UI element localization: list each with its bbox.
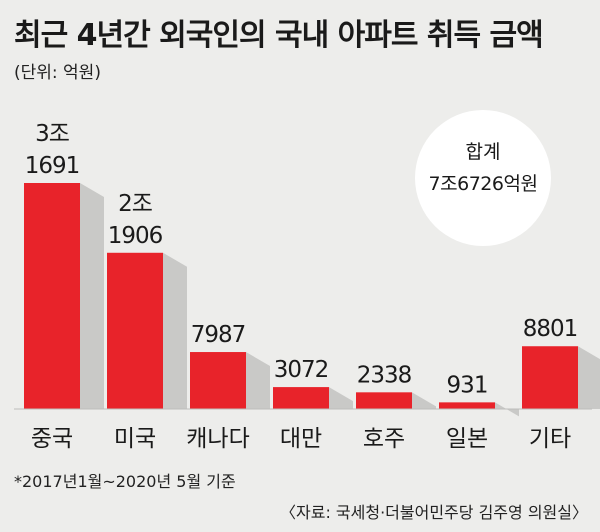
value-label: 2338 bbox=[357, 362, 412, 388]
bar-중국 bbox=[24, 183, 80, 409]
bars bbox=[24, 183, 578, 409]
chart-title: 최근 4년간 외국인의 국내 아파트 취득 금액 bbox=[14, 18, 544, 53]
bar-shadow bbox=[412, 392, 436, 409]
value-label: 3072 bbox=[274, 357, 329, 383]
total-badge: 합계 7조6726억원 bbox=[415, 110, 551, 246]
category-label: 호주 bbox=[363, 426, 405, 452]
value-label: 2조 bbox=[118, 191, 152, 217]
bar-shadow bbox=[246, 352, 270, 409]
category-label: 캐나다 bbox=[186, 426, 249, 452]
category-label: 일본 bbox=[446, 426, 488, 452]
category-label: 미국 bbox=[114, 426, 156, 452]
value-label: 1691 bbox=[25, 153, 80, 179]
bar-일본 bbox=[439, 402, 495, 409]
total-label: 합계 bbox=[466, 141, 501, 163]
bar-shadow bbox=[578, 346, 600, 409]
value-label: 1906 bbox=[108, 223, 163, 249]
bar-shadow bbox=[329, 387, 353, 409]
total-value: 7조6726억원 bbox=[429, 173, 538, 195]
value-labels: 3조 1691 2조 1906 7987 3072 2338 931 8801 bbox=[25, 121, 579, 398]
value-label: 8801 bbox=[523, 316, 578, 342]
total-circle bbox=[415, 110, 551, 246]
category-label: 기타 bbox=[529, 426, 571, 452]
bar-shadow bbox=[80, 183, 104, 409]
bar-기타 bbox=[522, 346, 578, 409]
source-credit: 〈자료: 국세청·더불어민주당 김주영 의원실〉 bbox=[280, 503, 588, 522]
unit-label: (단위: 억원) bbox=[14, 63, 101, 83]
bar-shadow bbox=[163, 252, 187, 409]
value-label: 931 bbox=[447, 372, 488, 398]
bar-캐나다 bbox=[190, 352, 246, 409]
value-label: 7987 bbox=[191, 322, 246, 348]
footnote: *2017년1월~2020년 5월 기준 bbox=[14, 472, 236, 491]
bar-대만 bbox=[273, 387, 329, 409]
category-label: 대만 bbox=[280, 426, 322, 452]
bar-호주 bbox=[356, 392, 412, 409]
category-label: 중국 bbox=[31, 426, 73, 452]
value-label: 3조 bbox=[35, 121, 69, 147]
category-labels: 중국 미국 캐나다 대만 호주 일본 기타 bbox=[31, 426, 571, 452]
bar-미국 bbox=[107, 252, 163, 409]
